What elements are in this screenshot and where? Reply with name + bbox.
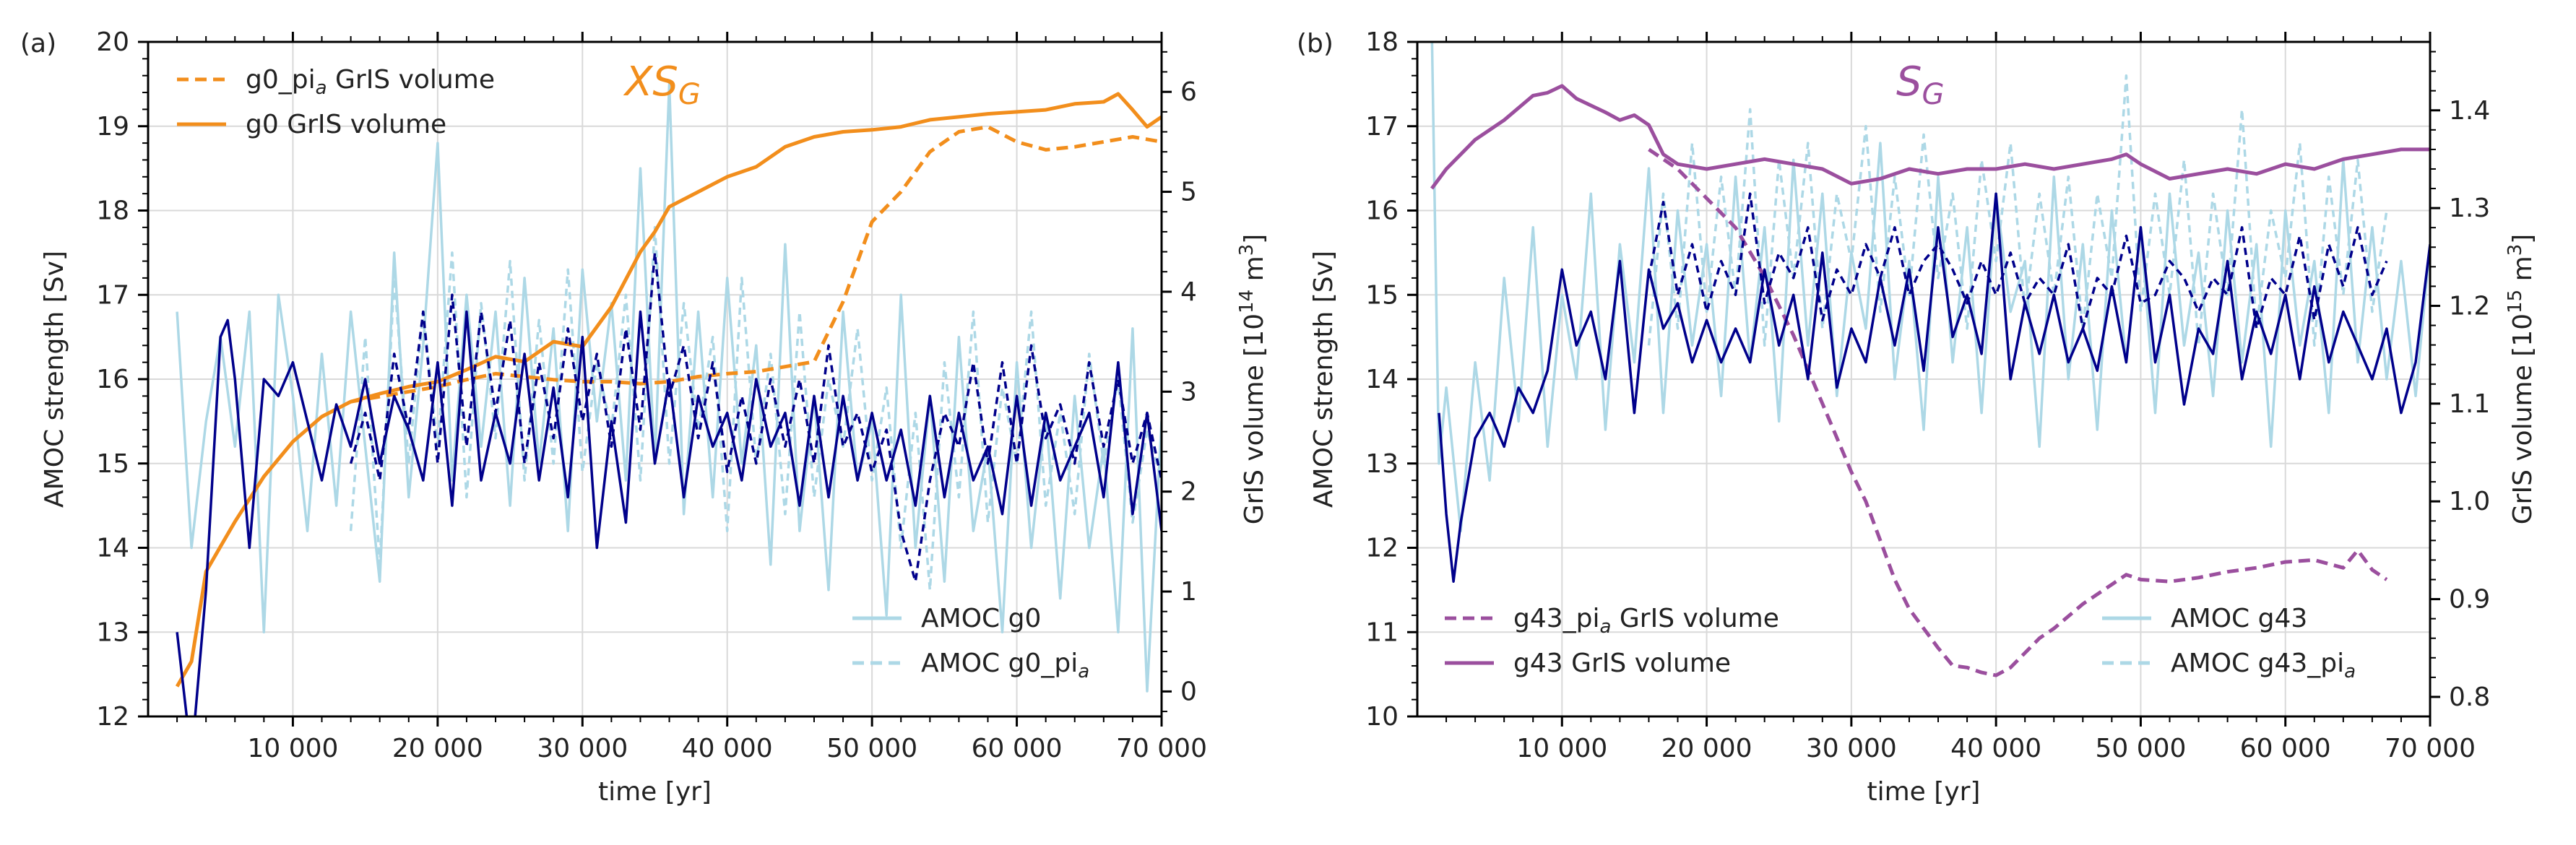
- y-right-tick-label-6: 6: [1180, 77, 1197, 107]
- legend-br-label-0: AMOC g0: [921, 604, 1041, 633]
- legend-br-label-1: AMOC g43_pia: [2171, 649, 2356, 682]
- series-g43-pia-gris-volume: [1648, 147, 2388, 677]
- x-tick-label-5: 60 000: [972, 734, 1063, 763]
- y-left-tick-label-1: 13: [96, 618, 129, 647]
- y-left-tick-label-8: 20: [96, 27, 129, 57]
- series-amoc-g0-pia-smoothed-: [349, 251, 1162, 583]
- y-left-tick-label-4: 16: [96, 365, 129, 394]
- y-left-tick-label-3: 15: [96, 449, 129, 479]
- x-tick-label-5: 60 000: [2240, 734, 2331, 763]
- legend-bl-label-1: g43 GrIS volume: [1513, 649, 1731, 678]
- series-group-1: [1430, 42, 2430, 677]
- y-right-tick-label-2: 1.0: [2449, 487, 2490, 516]
- series-g43-gris-volume: [1430, 84, 2430, 190]
- y-left-tick-label-2: 14: [96, 534, 129, 563]
- y-left-tick-label-2: 12: [1365, 534, 1399, 563]
- x-tick-label-4: 50 000: [826, 734, 917, 763]
- x-tick-label-6: 70 000: [2385, 734, 2476, 763]
- legend-br-label-1: AMOC g0_pia: [921, 649, 1089, 682]
- x-tick-label-1: 20 000: [392, 734, 483, 763]
- x-axis-label-1: time [yr]: [1867, 777, 1981, 807]
- legend-tl-label-0: g0_pia GrIS volume: [246, 65, 495, 99]
- x-tick-label-6: 70 000: [1116, 734, 1207, 763]
- panel-a: 10 000 20 000 30 000 40 000 50 000 60 000 70 0…: [20, 27, 1269, 807]
- y-left-tick-label-5: 17: [96, 280, 129, 310]
- legend-bl-label-0: g43_pia GrIS volume: [1513, 604, 1779, 638]
- y-right-tick-label-1: 0.9: [2449, 585, 2490, 615]
- x-tick-label-1: 20 000: [1661, 734, 1752, 763]
- panel-b: 10 000 20 000 30 000 40 000 50 000 60 000 70 0…: [1297, 27, 2538, 807]
- panel-annotation-1: SG: [1896, 58, 1945, 111]
- y-right-tick-label-0: 0: [1180, 677, 1197, 706]
- y-right-tick-label-4: 1.2: [2449, 291, 2490, 321]
- y-left-tick-label-0: 10: [1365, 702, 1399, 732]
- x-tick-label-3: 40 000: [1950, 734, 2041, 763]
- panel-annotation-0: XSG: [623, 58, 701, 111]
- x-tick-label-0: 10 000: [1516, 734, 1607, 763]
- y-left-tick-label-7: 17: [1365, 112, 1399, 142]
- x-tick-label-4: 50 000: [2095, 734, 2186, 763]
- series-amoc-g0: [176, 82, 1162, 693]
- y-right-tick-label-5: 5: [1180, 178, 1197, 207]
- series-g0-gris-volume: [175, 92, 1162, 688]
- legend-br-label-0: AMOC g43: [2171, 604, 2307, 633]
- x-tick-label-3: 40 000: [682, 734, 773, 763]
- y-left-tick-label-6: 16: [1365, 196, 1399, 226]
- x-axis-label-0: time [yr]: [598, 777, 712, 807]
- series-amoc-g0-smoothed-: [176, 310, 1162, 716]
- y-right-tick-label-3: 1.1: [2449, 389, 2490, 419]
- x-tick-label-0: 10 000: [247, 734, 338, 763]
- series-group-0: [175, 82, 1162, 716]
- y-axis-label-right-0: GrIS volume [1014 m3]: [1236, 234, 1269, 524]
- y-right-tick-label-5: 1.3: [2449, 194, 2490, 223]
- x-tick-label-2: 30 000: [1806, 734, 1897, 763]
- x-tick-label-2: 30 000: [537, 734, 628, 763]
- y-left-tick-label-5: 15: [1365, 280, 1399, 310]
- y-left-tick-label-6: 18: [96, 196, 129, 226]
- y-axis-label-right-1: GrIS volume [1015 m3]: [2504, 234, 2538, 524]
- y-left-tick-label-8: 18: [1365, 27, 1399, 57]
- series-amoc-g43-pia: [1647, 74, 2388, 347]
- panel-label-1: (b): [1297, 29, 1334, 58]
- y-left-tick-label-3: 13: [1365, 449, 1399, 479]
- series-g0-pia-gris-volume: [350, 125, 1162, 404]
- y-right-tick-label-3: 3: [1180, 377, 1197, 407]
- y-right-tick-label-2: 2: [1180, 477, 1197, 507]
- y-left-tick-label-0: 12: [96, 702, 129, 732]
- panel-label-0: (a): [20, 29, 56, 58]
- y-axis-label-left-1: AMOC strength [Sv]: [1309, 251, 1339, 508]
- y-left-tick-label-1: 11: [1365, 618, 1399, 647]
- legend-tl-label-1: g0 GrIS volume: [246, 110, 446, 139]
- y-axis-label-left-0: AMOC strength [Sv]: [40, 251, 69, 508]
- y-right-tick-label-1: 1: [1180, 577, 1197, 607]
- y-right-tick-label-4: 4: [1180, 277, 1197, 307]
- y-left-tick-label-4: 14: [1365, 365, 1399, 394]
- y-right-tick-label-6: 1.4: [2449, 96, 2490, 126]
- series-amoc-g43-pia-smoothed-: [1647, 192, 2388, 330]
- y-right-tick-label-0: 0.8: [2449, 682, 2490, 712]
- series-amoc-g43-smoothed-: [1438, 192, 2430, 583]
- y-left-tick-label-7: 19: [96, 112, 129, 142]
- series-amoc-g0-pia: [349, 226, 1162, 592]
